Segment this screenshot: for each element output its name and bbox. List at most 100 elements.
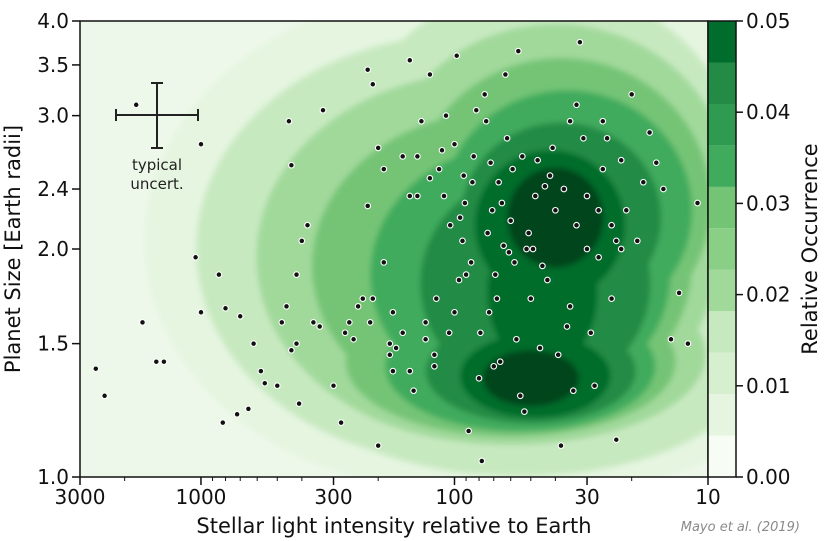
data-point bbox=[608, 295, 615, 302]
data-point bbox=[511, 259, 518, 266]
data-point bbox=[215, 271, 223, 278]
data-point bbox=[389, 367, 397, 375]
data-point bbox=[563, 323, 571, 330]
data-point bbox=[603, 134, 611, 142]
data-point bbox=[541, 182, 549, 190]
data-point bbox=[503, 134, 511, 142]
data-point bbox=[617, 156, 625, 164]
data-point bbox=[523, 245, 530, 253]
data-point bbox=[422, 335, 429, 343]
data-point bbox=[374, 144, 382, 152]
data-point bbox=[554, 351, 562, 359]
data-point bbox=[500, 242, 507, 250]
colorbar-band bbox=[708, 269, 736, 312]
data-point bbox=[573, 221, 580, 229]
data-point bbox=[490, 362, 498, 370]
data-point bbox=[139, 319, 146, 326]
colorbar-tick-label: 0.01 bbox=[746, 374, 791, 398]
data-point bbox=[283, 303, 290, 310]
data-point bbox=[236, 312, 244, 320]
data-point bbox=[197, 308, 205, 316]
data-point bbox=[406, 367, 414, 375]
data-point bbox=[576, 38, 584, 46]
colorbar-tick-label: 0.05 bbox=[746, 9, 791, 33]
data-point bbox=[431, 351, 438, 359]
data-point bbox=[472, 106, 480, 114]
x-axis: 3000 1000 300 100 30 10 bbox=[55, 477, 721, 509]
data-point bbox=[467, 259, 475, 266]
data-point bbox=[364, 66, 372, 74]
data-point bbox=[245, 405, 252, 413]
data-point bbox=[470, 153, 478, 160]
data-point bbox=[456, 214, 464, 221]
data-point bbox=[288, 346, 295, 354]
data-point bbox=[298, 237, 306, 245]
colorbar-tick-label: 0.04 bbox=[746, 100, 791, 124]
data-point bbox=[583, 245, 591, 253]
annotation-line1: typical bbox=[132, 156, 182, 174]
x-tick-label: 100 bbox=[435, 485, 473, 509]
data-point bbox=[418, 117, 425, 125]
data-point bbox=[438, 146, 446, 154]
y-tick-label: 3.5 bbox=[37, 53, 69, 77]
data-point bbox=[359, 295, 367, 302]
data-point bbox=[612, 436, 620, 444]
data-point bbox=[460, 172, 468, 179]
data-point bbox=[432, 295, 440, 302]
data-point bbox=[539, 262, 546, 270]
data-point bbox=[366, 319, 374, 326]
data-point bbox=[675, 289, 683, 297]
data-point bbox=[639, 178, 647, 186]
data-point bbox=[426, 71, 434, 78]
data-point bbox=[580, 134, 587, 142]
colorbar-tick-label: 0.00 bbox=[746, 465, 791, 489]
data-point bbox=[250, 340, 257, 347]
data-point bbox=[496, 358, 504, 366]
data-point bbox=[595, 206, 602, 214]
data-point bbox=[341, 329, 349, 337]
data-point bbox=[386, 340, 394, 347]
data-point bbox=[92, 365, 100, 373]
data-point bbox=[521, 408, 528, 415]
data-point bbox=[459, 237, 466, 245]
x-tick-label: 3000 bbox=[55, 485, 106, 509]
data-point bbox=[591, 382, 598, 390]
data-point bbox=[453, 52, 461, 60]
data-point bbox=[345, 319, 353, 326]
data-point bbox=[310, 319, 317, 326]
data-point bbox=[518, 153, 526, 160]
x-tick-label: 10 bbox=[695, 485, 720, 509]
density-contours bbox=[80, 21, 708, 477]
data-point bbox=[546, 172, 554, 179]
data-point bbox=[531, 192, 539, 200]
data-point bbox=[406, 192, 414, 200]
data-point bbox=[491, 271, 499, 278]
annotation-line2: uncert. bbox=[130, 175, 183, 193]
figure-credit: Mayo et al. (2019) bbox=[681, 520, 800, 535]
data-point bbox=[386, 351, 394, 359]
data-point bbox=[293, 271, 300, 278]
y-tick-label: 2.0 bbox=[37, 237, 69, 261]
y-tick-label: 4.0 bbox=[37, 9, 69, 33]
data-point bbox=[660, 185, 667, 193]
data-point bbox=[410, 387, 417, 395]
data-point bbox=[612, 237, 620, 245]
colorbar-band bbox=[708, 228, 736, 270]
data-point bbox=[566, 303, 574, 310]
data-point bbox=[295, 400, 303, 407]
data-point bbox=[435, 165, 443, 173]
data-point bbox=[288, 161, 295, 169]
data-point bbox=[462, 271, 470, 278]
colorbar-tick-label: 0.02 bbox=[746, 283, 791, 307]
data-point bbox=[446, 221, 454, 229]
data-point bbox=[481, 91, 489, 98]
data-point bbox=[445, 329, 453, 337]
colorbar-tick-label: 0.03 bbox=[746, 191, 791, 215]
data-point bbox=[599, 165, 607, 173]
data-point bbox=[509, 165, 516, 173]
data-point bbox=[485, 308, 493, 316]
data-point bbox=[573, 101, 580, 109]
data-point bbox=[628, 91, 636, 98]
y-tick-label: 2.4 bbox=[37, 177, 69, 201]
